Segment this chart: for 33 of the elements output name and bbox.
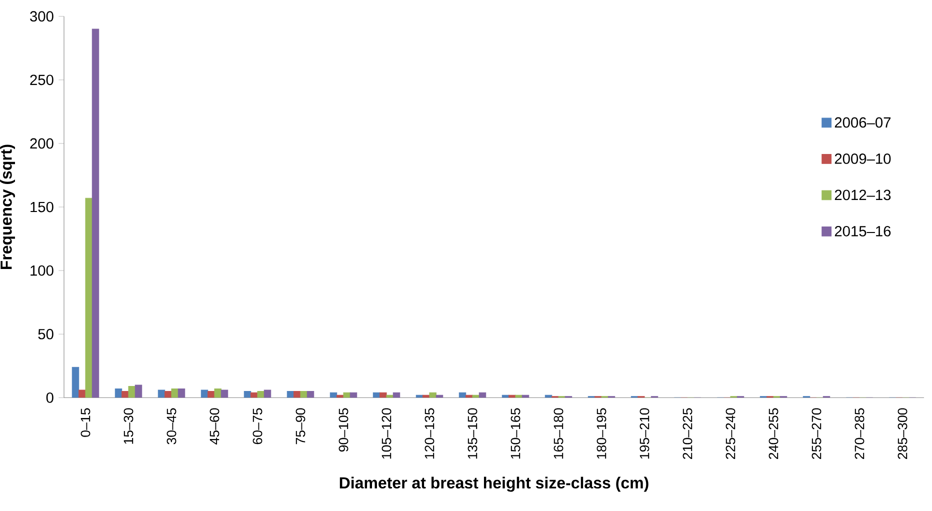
legend-label: 2012–13 — [834, 190, 891, 200]
x-tick-label: 90–105 — [338, 408, 348, 452]
legend-label: 2015–16 — [834, 226, 891, 236]
x-tick-label: 195–210 — [640, 408, 650, 459]
x-tick-label: 240–255 — [768, 408, 778, 459]
y-tick-label: 250 — [30, 74, 54, 86]
y-tick-label: 150 — [30, 202, 54, 212]
y-tick-label: 0 — [46, 392, 54, 403]
x-tick-label: 60–75 — [252, 408, 262, 444]
x-tick-label: 30–45 — [166, 408, 176, 444]
legend-label: 2009–10 — [834, 154, 891, 164]
x-tick-label: 255–270 — [812, 408, 822, 459]
x-tick-label: 180–195 — [596, 408, 606, 459]
x-tick-label: 75–90 — [296, 408, 306, 444]
x-tick-label: 135–150 — [468, 408, 478, 459]
legend-label: 2006–07 — [834, 117, 891, 128]
y-axis-title: Frequency (sqrt) — [0, 144, 15, 270]
x-tick-label: 0–15 — [80, 408, 90, 437]
x-tick-label: 150–165 — [510, 408, 520, 459]
x-tick-label: 285–300 — [898, 408, 908, 459]
y-tick-label: 100 — [30, 265, 54, 276]
x-tick-label: 165–180 — [554, 408, 564, 459]
x-tick-label: 270–285 — [854, 408, 864, 459]
x-tick-label: 225–240 — [726, 408, 736, 459]
x-tick-label: 15–30 — [124, 408, 134, 444]
x-tick-label: 210–225 — [682, 408, 692, 459]
x-tick-label: 45–60 — [210, 408, 220, 444]
x-axis-title: Diameter at breast height size-class (cm) — [340, 476, 648, 492]
y-tick-label: 200 — [30, 138, 54, 149]
y-tick-label: 300 — [30, 11, 54, 22]
x-tick-label: 105–120 — [382, 408, 392, 459]
x-tick-label: 120–135 — [424, 408, 434, 459]
y-tick-label: 50 — [38, 328, 54, 340]
